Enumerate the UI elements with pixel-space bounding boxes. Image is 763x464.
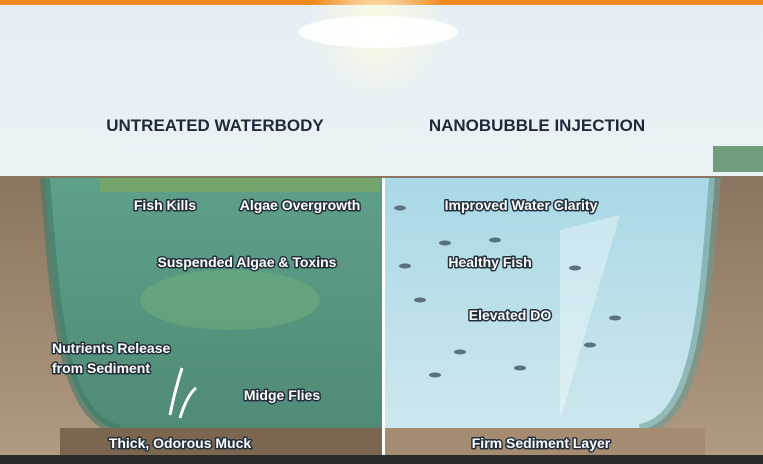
fish [429,373,441,378]
label: Elevated DO [469,307,552,323]
cloud [298,16,458,48]
label: Healthy Fish [448,254,531,270]
label: Algae Overgrowth [240,197,361,213]
bottom-bar [0,455,763,464]
device [713,146,763,172]
label: Midge Flies [244,387,320,403]
fish [454,350,466,355]
divider [382,178,385,456]
label: Suspended Algae & Toxins [158,254,337,270]
label: Thick, Odorous Muck [109,435,252,451]
fish [414,298,426,303]
left-title: UNTREATED WATERBODY [106,116,324,135]
illustration: UNTREATED WATERBODY NANOBUBBLE INJECTION… [0,0,763,464]
right-title: NANOBUBBLE INJECTION [429,116,645,135]
label: Improved Water Clarity [445,197,598,213]
fish [394,206,406,211]
fish [514,366,526,371]
label: from Sediment [52,360,150,376]
label: Nutrients Release [52,340,170,356]
algae-surface [100,178,380,192]
label: Fish Kills [134,197,196,213]
algae [140,270,320,330]
fish [489,238,501,243]
fish [584,343,596,348]
label: Firm Sediment Layer [472,435,611,451]
fish [439,241,451,246]
fish [609,316,621,321]
fish [399,264,411,269]
basin [0,178,763,438]
fish [569,266,581,271]
